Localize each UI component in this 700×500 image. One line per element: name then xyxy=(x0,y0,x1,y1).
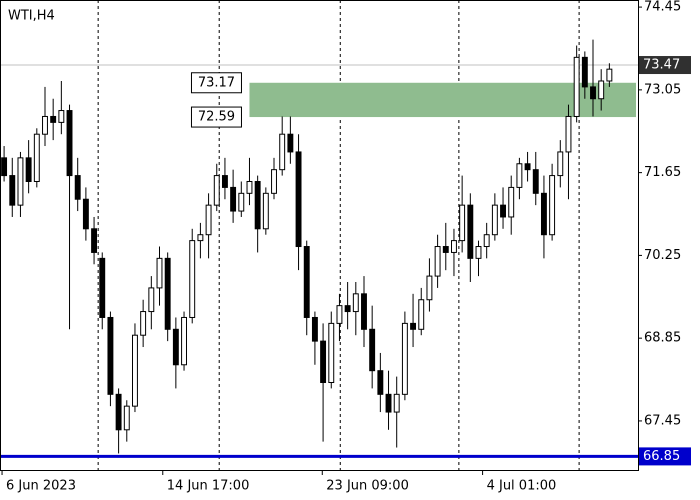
candle-body xyxy=(590,86,596,100)
candle-body xyxy=(540,192,547,236)
candle-body xyxy=(181,316,187,366)
candle-body xyxy=(140,311,147,336)
chart-title: WTI,H4 xyxy=(8,9,55,24)
y-tick-label: 73.05 xyxy=(644,82,681,97)
candle-body xyxy=(99,257,106,318)
candle-body xyxy=(451,240,457,253)
support-label: 66.85 xyxy=(643,449,680,464)
candle-body xyxy=(50,115,57,123)
candle-body xyxy=(91,228,98,253)
candle-body xyxy=(82,198,89,230)
candle-body xyxy=(230,186,237,212)
candle-body xyxy=(213,175,220,206)
candle-body xyxy=(418,299,425,330)
candle-body xyxy=(369,328,376,372)
candle-body xyxy=(516,163,523,188)
candle-body xyxy=(532,169,539,194)
candle-body xyxy=(262,192,269,230)
x-tick-label: 6 Jun 2023 xyxy=(6,479,76,494)
y-tick-label: 67.45 xyxy=(644,413,681,428)
candle-body xyxy=(336,305,343,324)
candle-body xyxy=(66,110,73,177)
price-label: 73.47 xyxy=(643,58,680,73)
candle-body xyxy=(581,56,588,88)
candle-body xyxy=(221,175,228,188)
support-label-box xyxy=(639,447,691,466)
candle-body xyxy=(132,334,138,407)
candle-body xyxy=(33,133,40,182)
candle-body xyxy=(491,204,498,236)
candle-body xyxy=(549,175,556,236)
x-tick-label: 14 Jun 17:00 xyxy=(167,479,250,494)
y-tick-label: 71.65 xyxy=(644,165,681,180)
candle-body xyxy=(467,204,474,259)
candle-body xyxy=(74,175,81,200)
candle-body xyxy=(156,257,163,289)
candle-body xyxy=(352,293,359,313)
candle-body xyxy=(410,322,417,330)
candle-body xyxy=(303,246,310,318)
candle-body xyxy=(295,151,302,248)
y-tick-label: 74.45 xyxy=(644,0,681,15)
candle-body xyxy=(475,246,482,259)
candle-body xyxy=(434,246,441,277)
candle-body xyxy=(344,305,351,313)
candle-body xyxy=(246,180,253,194)
y-tick-label: 68.85 xyxy=(644,331,681,346)
zone-label-box xyxy=(190,72,242,94)
x-tick-label: 4 Jul 01:00 xyxy=(487,479,557,494)
candle-body xyxy=(500,204,506,218)
plot-frame xyxy=(0,0,639,471)
x-tick-label: 23 Jun 09:00 xyxy=(326,479,409,494)
candle-body xyxy=(58,110,65,123)
candle-body xyxy=(25,157,32,182)
candle-body xyxy=(205,204,212,236)
candle-body xyxy=(1,157,8,177)
candle-body xyxy=(598,80,605,100)
candle-body xyxy=(459,204,466,242)
candle-body xyxy=(115,393,122,431)
candle-body xyxy=(238,192,245,212)
zone xyxy=(249,82,636,118)
y-tick-label: 70.25 xyxy=(644,248,681,263)
candle-body xyxy=(148,287,155,313)
plot-area: 73.17 72.59 xyxy=(0,0,638,470)
price-label-box xyxy=(639,56,691,75)
candle-body xyxy=(393,393,400,413)
candle-body xyxy=(287,133,294,153)
candle-body xyxy=(426,275,433,301)
candle-body xyxy=(442,246,449,253)
candle-body xyxy=(189,240,196,318)
candle-body xyxy=(573,56,580,117)
candle-body xyxy=(164,257,171,330)
candle-body xyxy=(271,169,277,194)
candle-body xyxy=(377,370,384,395)
candle-body xyxy=(197,234,204,242)
candle-body xyxy=(524,163,531,171)
candle-body xyxy=(401,322,408,395)
candle-body xyxy=(483,234,490,248)
candle-body xyxy=(328,322,335,384)
candle-body xyxy=(320,340,327,384)
candle-body xyxy=(17,157,24,206)
candle-body xyxy=(508,186,515,218)
candle-body xyxy=(557,151,564,177)
zone-label: 73.17 xyxy=(198,75,235,90)
zone-label-box xyxy=(190,106,242,128)
candle-body xyxy=(42,115,48,135)
candle-body xyxy=(279,133,286,171)
candle-body xyxy=(385,393,392,413)
candle-body xyxy=(565,115,572,153)
candle-body xyxy=(311,316,318,342)
candle-body xyxy=(107,316,114,395)
candle-body xyxy=(254,180,261,230)
candle-body xyxy=(606,68,613,82)
candle-body xyxy=(123,405,130,431)
candle-body xyxy=(9,175,16,206)
zone-label: 72.59 xyxy=(198,110,235,125)
candle-body xyxy=(172,328,179,366)
candle-body xyxy=(361,293,367,330)
